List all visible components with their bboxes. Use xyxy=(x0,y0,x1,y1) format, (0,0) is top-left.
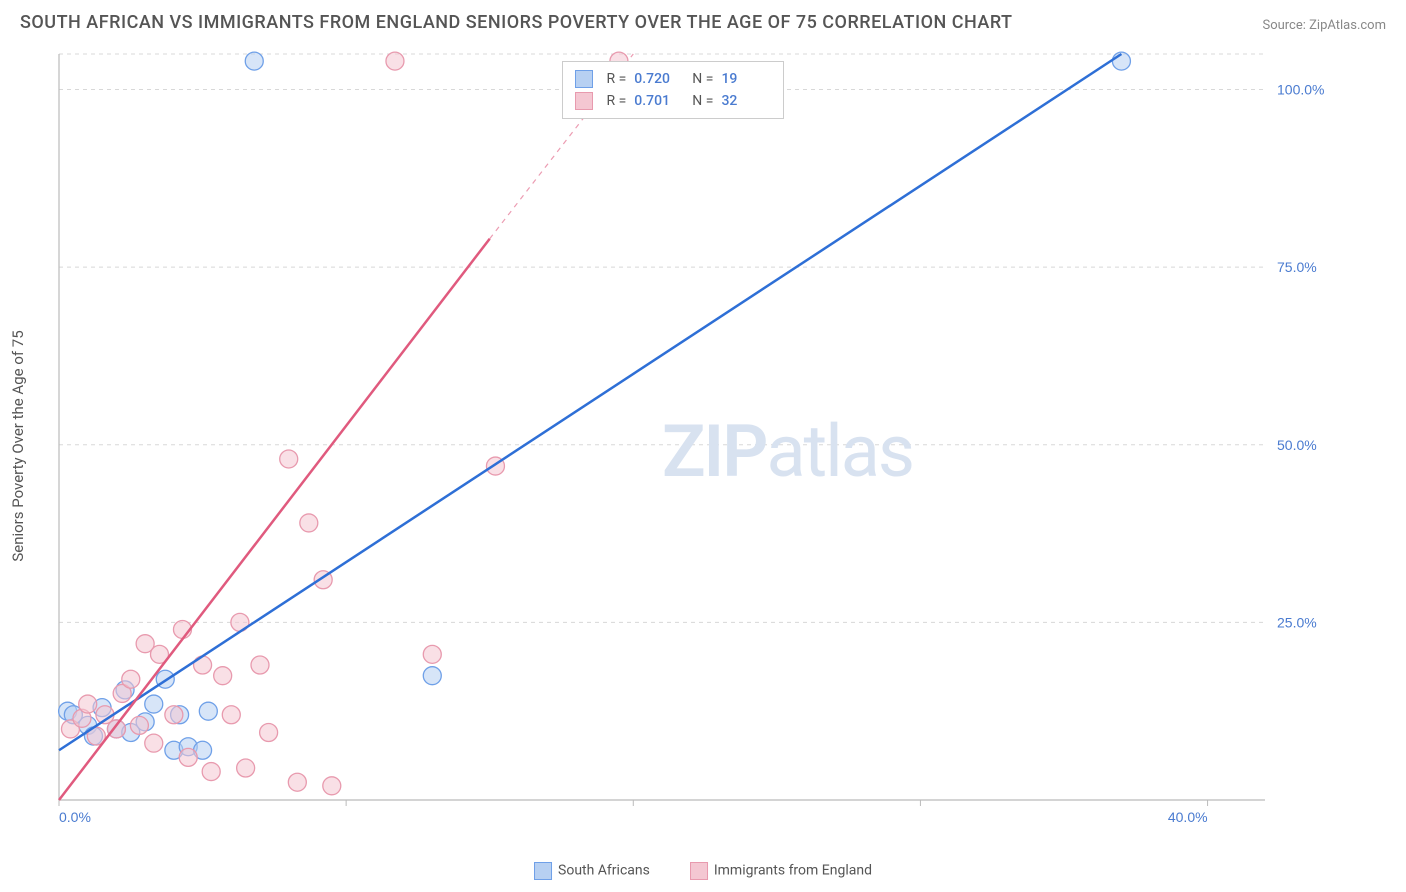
legend-swatch xyxy=(690,862,708,880)
legend-item: Immigrants from England xyxy=(690,862,872,880)
scatter-chart: 25.0% 50.0% 75.0% 100.0% 0.0% 40.0% xyxy=(55,50,1335,830)
legend-item: South Africans xyxy=(534,862,650,880)
legend-swatch xyxy=(575,92,593,110)
svg-text:75.0%: 75.0% xyxy=(1277,259,1317,275)
n-label: N = xyxy=(692,93,713,109)
chart-title: SOUTH AFRICAN VS IMMIGRANTS FROM ENGLAND… xyxy=(20,12,1013,33)
plot-area: 25.0%50.0%75.0%100.0%0.0%40.0% ZIPatlas … xyxy=(55,50,1335,834)
legend-swatch xyxy=(575,70,593,88)
r-value: 0.720 xyxy=(634,71,684,87)
legend-swatch xyxy=(534,862,552,880)
stat-row: R = 0.720 N = 19 xyxy=(575,68,772,90)
stat-row: R = 0.701 N = 32 xyxy=(575,90,772,112)
svg-text:25.0%: 25.0% xyxy=(1277,614,1317,630)
n-value: 19 xyxy=(721,71,771,87)
r-label: R = xyxy=(607,71,627,87)
legend-label: South Africans xyxy=(558,863,650,879)
r-value: 0.701 xyxy=(634,93,684,109)
legend: South Africans Immigrants from England xyxy=(534,862,872,880)
svg-text:0.0%: 0.0% xyxy=(59,809,91,825)
svg-text:100.0%: 100.0% xyxy=(1277,82,1324,98)
svg-text:50.0%: 50.0% xyxy=(1277,437,1317,453)
r-label: R = xyxy=(607,93,627,109)
legend-label: Immigrants from England xyxy=(714,863,872,879)
n-value: 32 xyxy=(721,93,771,109)
y-axis-label: Seniors Poverty Over the Age of 75 xyxy=(9,330,27,561)
svg-text:40.0%: 40.0% xyxy=(1168,809,1208,825)
source-label: Source: ZipAtlas.com xyxy=(1262,18,1386,33)
correlation-stats-box: R = 0.720 N = 19 R = 0.701 N = 32 xyxy=(562,61,785,119)
n-label: N = xyxy=(692,71,713,87)
